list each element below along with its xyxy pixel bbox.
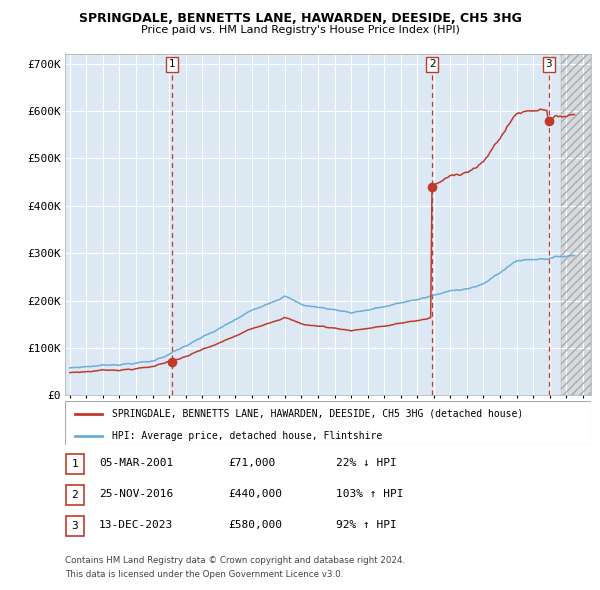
Text: This data is licensed under the Open Government Licence v3.0.: This data is licensed under the Open Gov… [65, 571, 343, 579]
Text: SPRINGDALE, BENNETTS LANE, HAWARDEN, DEESIDE, CH5 3HG: SPRINGDALE, BENNETTS LANE, HAWARDEN, DEE… [79, 12, 521, 25]
Text: 05-MAR-2001: 05-MAR-2001 [99, 458, 173, 467]
FancyBboxPatch shape [66, 454, 83, 474]
FancyBboxPatch shape [66, 516, 83, 536]
FancyBboxPatch shape [66, 485, 83, 505]
Text: 13-DEC-2023: 13-DEC-2023 [99, 520, 173, 530]
Text: Price paid vs. HM Land Registry's House Price Index (HPI): Price paid vs. HM Land Registry's House … [140, 25, 460, 35]
Text: HPI: Average price, detached house, Flintshire: HPI: Average price, detached house, Flin… [112, 431, 382, 441]
Text: 1: 1 [169, 60, 175, 70]
Text: 92% ↑ HPI: 92% ↑ HPI [336, 520, 397, 530]
Text: £71,000: £71,000 [228, 458, 275, 467]
Text: 25-NOV-2016: 25-NOV-2016 [99, 489, 173, 499]
Text: 103% ↑ HPI: 103% ↑ HPI [336, 489, 404, 499]
Text: 2: 2 [429, 60, 436, 70]
Text: SPRINGDALE, BENNETTS LANE, HAWARDEN, DEESIDE, CH5 3HG (detached house): SPRINGDALE, BENNETTS LANE, HAWARDEN, DEE… [112, 409, 523, 418]
Text: 3: 3 [545, 60, 552, 70]
Text: Contains HM Land Registry data © Crown copyright and database right 2024.: Contains HM Land Registry data © Crown c… [65, 556, 405, 565]
Text: 22% ↓ HPI: 22% ↓ HPI [336, 458, 397, 467]
Text: £580,000: £580,000 [228, 520, 282, 530]
Text: £440,000: £440,000 [228, 489, 282, 499]
Text: 2: 2 [71, 490, 78, 500]
Text: 3: 3 [71, 522, 78, 531]
FancyBboxPatch shape [65, 401, 591, 445]
Text: 1: 1 [71, 459, 78, 468]
